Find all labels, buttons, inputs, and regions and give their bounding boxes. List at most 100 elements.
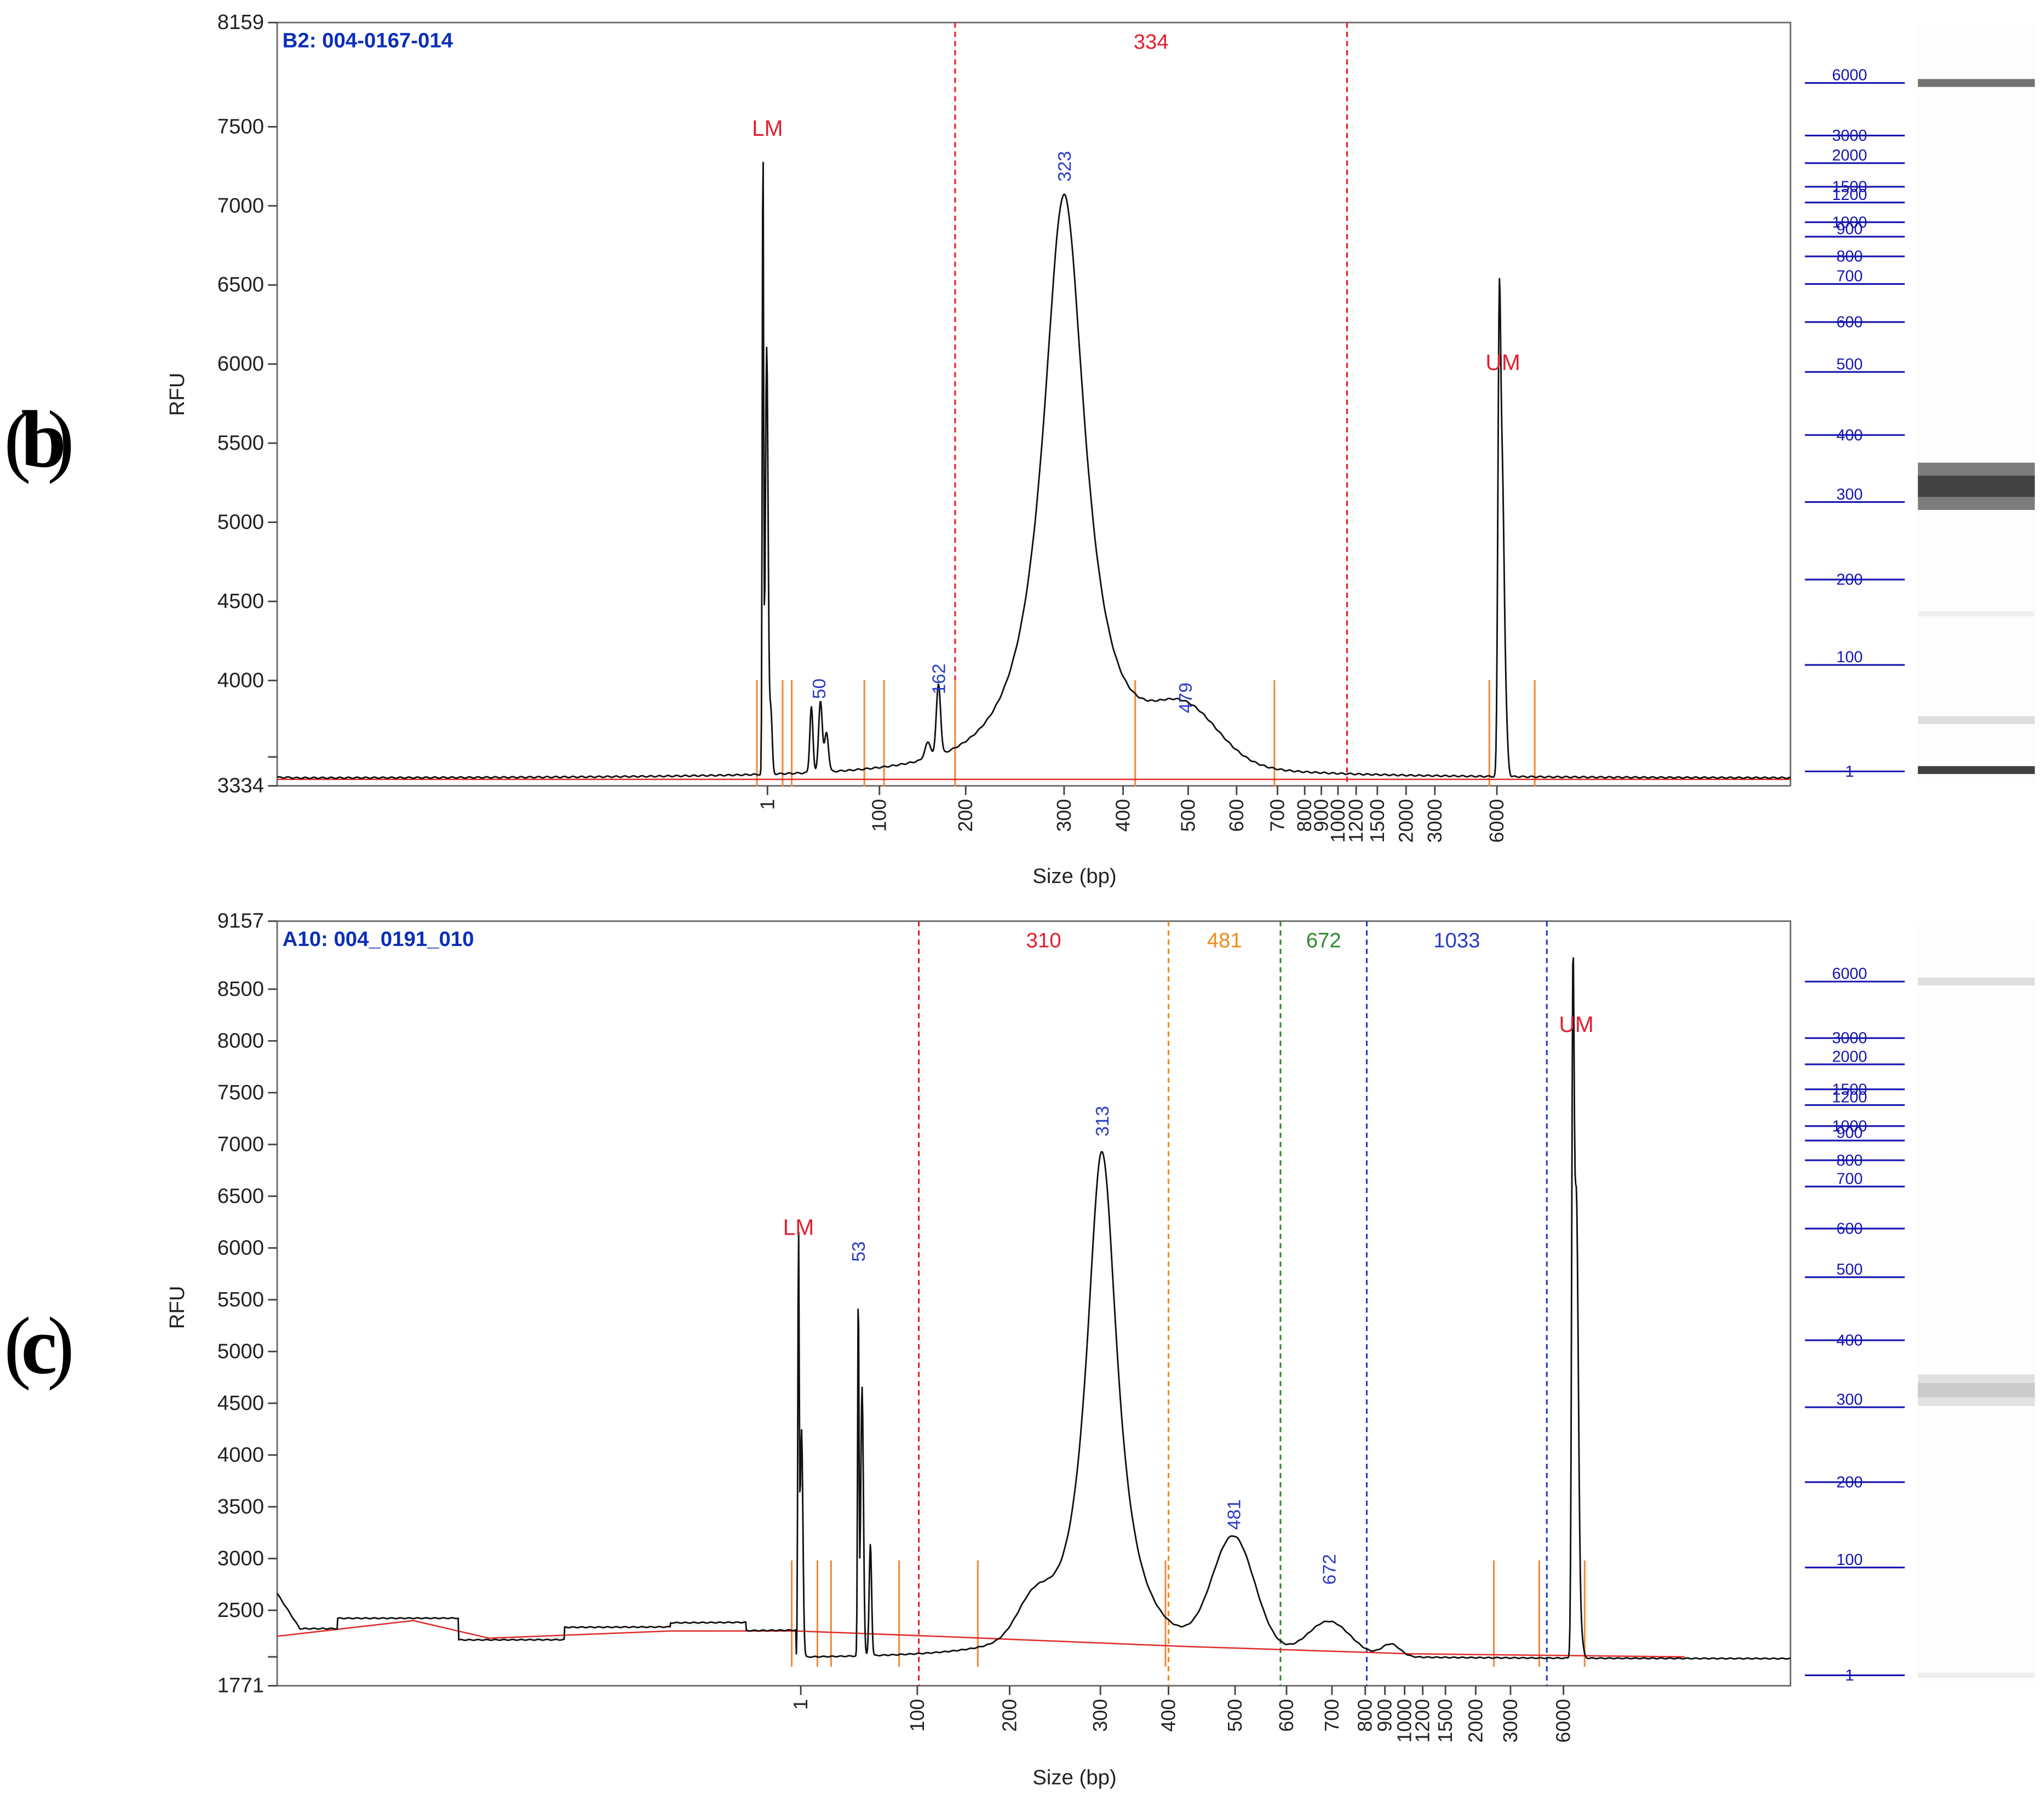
x-tick-label-b: 100 [868,799,891,832]
y-axis-title-b: RFU [165,372,189,416]
ladder-band-label-c: 3000 [1832,1030,1867,1047]
y-tick-label-c: 1771 [217,1674,264,1697]
ladder-band-label-b: 6000 [1832,67,1867,84]
x-tick-label-c: 600 [1275,1699,1297,1732]
marker-peak-label-c: LM [783,1214,814,1240]
ladder-band-label-c: 700 [1836,1170,1863,1188]
ladder-band-label-b: 1200 [1832,186,1867,204]
y-axis-title-c: RFU [165,1286,189,1329]
plot-area-b [276,21,1792,787]
panel-c-close-paren: ) [47,1301,74,1391]
gel-band-c [1917,1374,2035,1406]
ladder-band-label-c: 800 [1836,1152,1863,1169]
peak-size-label-c: 313 [1093,1106,1113,1137]
gel-band-core-b [1917,475,2035,497]
ladder-band-label-c: 200 [1836,1473,1863,1491]
panel-c-open-paren: ( [4,1301,31,1391]
ladder-band-label-c: 1200 [1832,1089,1867,1106]
y-tick-label-c: 5000 [217,1339,264,1363]
x-tick-label-c: 100 [906,1699,928,1732]
x-tick-label-b: 1500 [1366,799,1388,843]
gel-lane-c [1917,921,2035,1686]
plot-area-c [276,920,1792,1687]
region-size-label-c: 672 [1306,929,1341,953]
y-tick-label-c: 7500 [217,1081,264,1104]
y-tick-label-c: 3500 [217,1495,264,1518]
x-tick-label-c: 1000 [1393,1699,1416,1743]
y-tick-label-b: 6000 [217,352,264,376]
y-tick-label-c: 6000 [217,1236,264,1259]
x-tick-label-c: 6000 [1552,1699,1575,1743]
y-tick-label-c: 8000 [217,1029,264,1052]
ladder-band-label-b: 700 [1836,268,1863,285]
region-size-label-c: 310 [1026,929,1061,953]
y-tick-label-c: 4500 [217,1391,264,1415]
ladder-band-label-b: 200 [1836,571,1863,589]
peak-size-label-b: 479 [1176,683,1196,713]
y-tick-label-c: 7000 [217,1132,264,1156]
panel-b-open-paren: ( [4,394,31,485]
ladder-band-label-b: 400 [1836,427,1863,444]
y-tick-label-c: 2500 [217,1598,264,1622]
y-tick-label-b: 4000 [217,668,264,692]
x-tick-label-b: 600 [1225,799,1248,832]
ladder-band-label-c: 2000 [1832,1048,1867,1065]
peak-size-label-c: 53 [849,1241,869,1261]
ladder-band-label-b: 1000 [1832,214,1867,231]
ladder-band-label-c: 900 [1836,1124,1863,1142]
ladder-band-label-c: 1 [1845,1667,1854,1684]
x-tick-label-b: 700 [1266,799,1288,832]
y-tick-label-c: 6500 [217,1184,264,1208]
x-tick-label-b: 900 [1310,799,1333,832]
gel-band-b [1917,716,2035,724]
gel-band-b [1917,766,2035,775]
peak-size-label-c: 672 [1319,1554,1340,1585]
x-tick-label-b: 1200 [1345,799,1367,843]
x-tick-label-c: 500 [1224,1699,1246,1732]
region-size-label-c: 1033 [1433,929,1480,953]
ladder-band-label-b: 1 [1845,763,1854,781]
gel-band-c [1917,1672,2035,1678]
ladder-band-label-c: 6000 [1832,965,1867,983]
ladder-band-label-b: 800 [1836,248,1863,266]
x-tick-label-b: 400 [1112,799,1134,832]
ladder-band-label-b: 3000 [1832,127,1867,145]
ladder-band-label-b: 900 [1836,220,1863,238]
y-tick-label-c: 3000 [217,1546,264,1570]
y-tick-label-b: 7500 [217,114,264,138]
y-tick-label-b: 3334 [217,774,264,798]
gel-band-c [1917,977,2035,986]
ladder-band-label-b: 1500 [1832,179,1867,196]
ladder-band-label-b: 500 [1836,355,1863,373]
y-tick-label-c: 5500 [217,1288,264,1311]
x-tick-label-c: 300 [1089,1699,1111,1732]
y-tick-label-b: 4500 [217,589,264,613]
x-tick-label-c: 900 [1374,1699,1396,1732]
ladder-band-label-c: 600 [1836,1220,1863,1238]
x-axis-title-b: Size (bp) [1032,864,1117,888]
peak-size-label-b: 162 [929,663,950,694]
x-tick-label-b: 1000 [1327,799,1349,843]
x-tick-label-c: 1500 [1434,1699,1456,1743]
y-tick-label-c: 4000 [217,1443,264,1466]
y-tick-label-c: 9157 [217,909,264,933]
panel-c-electropherogram: ( c ) 1771 2500 3000 3500 4000 4500 5000 5500 60… [4,909,2035,1789]
y-tick-label-b: 5000 [217,510,264,534]
peak-size-label-b: 323 [1055,151,1075,182]
ladder-band-label-c: 500 [1836,1261,1863,1278]
x-tick-label-b: 200 [954,799,977,832]
x-tick-label-b: 500 [1176,799,1199,832]
x-tick-label-c: 400 [1157,1699,1179,1732]
x-tick-label-c: 800 [1354,1699,1376,1732]
gel-lane-b [1917,22,2035,786]
ladder-band-label-b: 300 [1836,486,1863,503]
x-tick-label-c: 1 [789,1699,812,1710]
marker-peak-label-b: LM [752,116,783,141]
ladder-band-label-c: 100 [1836,1551,1863,1569]
ladder-band-label-c: 1500 [1832,1081,1867,1098]
y-tick-label-b: 6500 [217,273,264,296]
region-size-label-c: 481 [1207,929,1242,953]
ladder-band-label-c: 400 [1836,1332,1863,1349]
x-tick-label-b: 2000 [1394,799,1417,843]
